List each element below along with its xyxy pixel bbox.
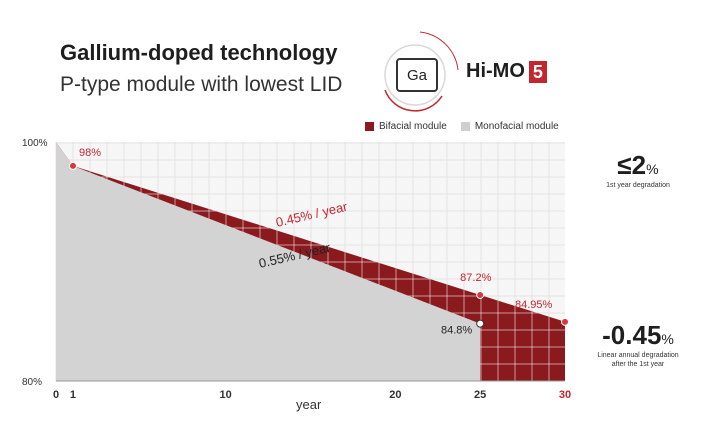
data-point-2 bbox=[562, 318, 569, 325]
first-year-unit: % bbox=[646, 161, 658, 177]
data-label-0: 98% bbox=[79, 147, 101, 159]
first-year-value: ≤2 bbox=[617, 150, 646, 180]
first-year-note: ≤2% 1st year degradation bbox=[588, 150, 688, 190]
data-point-3 bbox=[477, 320, 484, 327]
data-label-1: 87.2% bbox=[460, 272, 491, 284]
x-tick-label-20: 20 bbox=[389, 389, 401, 401]
y-tick-label-1: 80% bbox=[22, 377, 42, 388]
y-tick-label-0: 100% bbox=[22, 138, 48, 149]
x-tick-label-30: 30 bbox=[559, 389, 571, 401]
first-year-caption: 1st year degradation bbox=[588, 181, 688, 190]
x-axis-label: year bbox=[296, 397, 321, 412]
data-label-3: 84.8% bbox=[441, 325, 472, 337]
x-tick-label-0: 0 bbox=[53, 389, 59, 401]
data-label-2: 84.95% bbox=[515, 299, 553, 311]
x-tick-label-10: 10 bbox=[220, 389, 232, 401]
data-point-0 bbox=[69, 162, 76, 169]
first-year-value-row: ≤2% bbox=[588, 150, 688, 181]
annual-caption-2: after the 1st year bbox=[578, 360, 698, 369]
annual-value-row: -0.45% bbox=[578, 320, 698, 351]
data-point-1 bbox=[477, 291, 484, 298]
annual-unit: % bbox=[661, 331, 673, 347]
annual-value: -0.45 bbox=[602, 320, 661, 350]
annual-note: -0.45% Linear annual degradation after t… bbox=[578, 320, 698, 369]
x-tick-label-1: 1 bbox=[70, 389, 76, 401]
annual-caption-1: Linear annual degradation bbox=[578, 351, 698, 360]
x-tick-label-25: 25 bbox=[474, 389, 486, 401]
